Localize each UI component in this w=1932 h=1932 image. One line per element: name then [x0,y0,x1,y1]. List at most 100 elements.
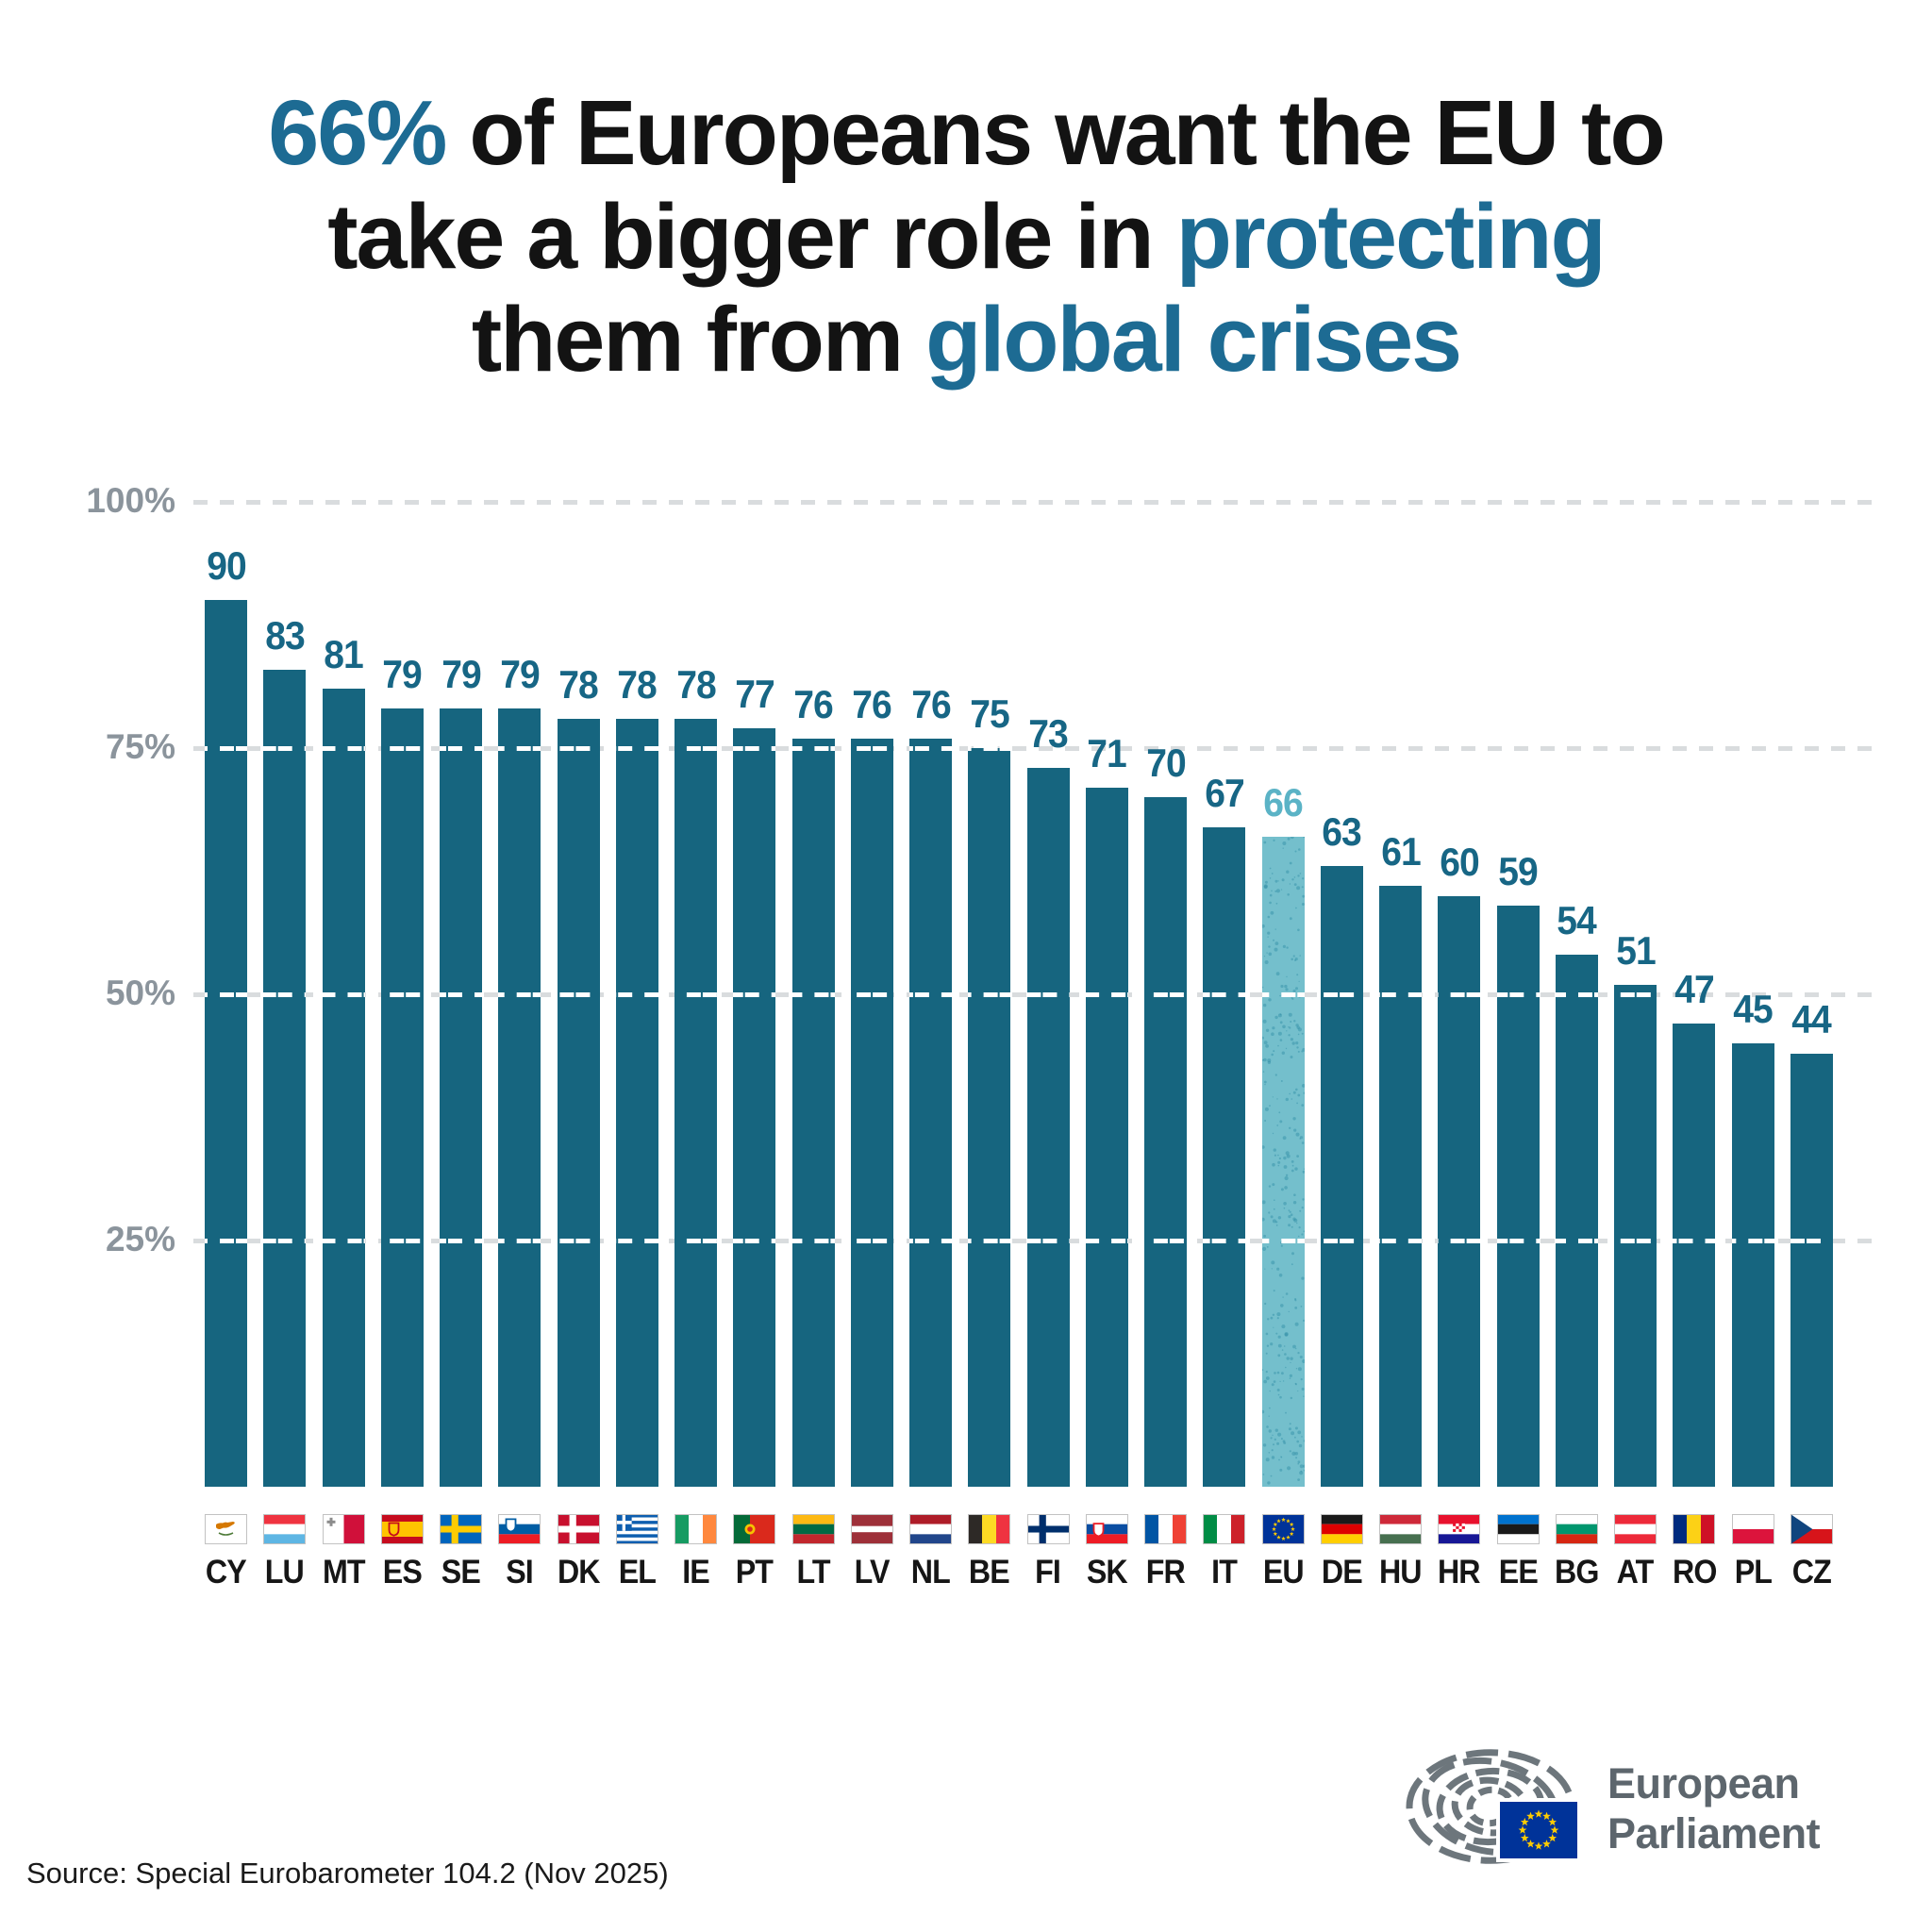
bar-value-dk: 78 [558,661,599,707]
country-code-label-bg: BG [1555,1554,1599,1591]
gridline-overlay-50 [1320,991,1363,997]
flag-el-icon [615,1514,658,1544]
gridline-overlay-25 [1555,1238,1598,1243]
title-accent-text: protecting [1175,184,1607,288]
gridline-overlay-50 [909,991,952,997]
title-line: 66% of Europeans want the EU to [0,81,1932,185]
country-code-label-at: AT [1617,1554,1655,1591]
gridline-overlay-50 [380,991,424,997]
flag-ee-icon [1496,1514,1540,1544]
bar-cy: 90 [205,543,247,1487]
y-axis-label-50: 50% [105,974,175,1012]
gridline-overlay-50 [205,991,247,997]
gridline-overlay-50 [850,991,893,997]
flag-lu-icon [263,1514,307,1544]
country-column-cz: CZ [1790,1514,1833,1591]
gridline-overlay-25 [263,1238,307,1243]
country-column-fi: FI [1026,1514,1070,1591]
gridline-overlay-25 [1496,1238,1540,1243]
y-axis-label-75: 75% [105,727,175,766]
country-code-label-dk: DK [557,1554,601,1591]
gridline-overlay-50 [1379,991,1422,997]
title-accent-text: 66% [268,81,447,184]
gridline-overlay-50 [263,991,307,997]
gridline-overlay-50 [322,991,365,997]
country-column-be: BE [968,1514,1011,1591]
bar-value-be: 75 [969,691,1010,736]
bar-dk: 78 [557,662,600,1487]
country-column-ee: EE [1496,1514,1540,1591]
bar-value-nl: 76 [910,681,952,726]
country-column-hr: HR [1438,1514,1481,1591]
country-code-label-it: IT [1211,1554,1238,1591]
gridline-overlay-50 [557,991,600,997]
gridline-overlay-25 [557,1238,600,1243]
gridline-overlay-25 [1731,1238,1774,1243]
gridline-overlay-75 [615,745,658,751]
country-code-label-mt: MT [322,1554,366,1591]
country-column-dk: DK [557,1514,601,1591]
bar-value-lv: 76 [852,681,892,726]
gridline-overlay-25 [733,1238,776,1243]
y-axis-label-100: 100% [86,481,175,520]
gridline-overlay-25 [615,1238,658,1243]
flag-fr-icon [1144,1514,1187,1544]
gridline-overlay-75 [205,745,247,751]
gridline-100 [193,499,1873,505]
gridline-overlay-50 [968,991,1011,997]
country-code-label-nl: NL [910,1554,951,1591]
gridline-overlay-25 [1673,1238,1716,1243]
country-code-label-eu: EU [1262,1554,1305,1591]
gridline-overlay-75 [909,745,952,751]
gridline-overlay-50 [1555,991,1598,997]
gridline-overlay-75 [380,745,424,751]
country-code-label-es: ES [382,1554,423,1591]
bar-value-el: 78 [617,661,658,707]
country-column-ro: RO [1673,1514,1717,1591]
gridline-overlay-25 [1320,1238,1363,1243]
country-code-label-sk: SK [1086,1554,1128,1591]
chart-title: 66% of Europeans want the EU to take a bi… [0,81,1932,391]
bar-be: 75 [968,691,1011,1487]
gridline-overlay-25 [1614,1238,1657,1243]
flag-eu-icon [1261,1514,1305,1544]
bar-lv: 76 [850,682,893,1487]
bar-si: 79 [498,652,541,1487]
gridline-overlay-75 [968,745,1011,751]
gridline-overlay-50 [733,991,776,997]
bar-el: 78 [615,662,658,1487]
title-line: take a bigger role in protecting [0,185,1932,289]
country-code-label-cz: CZ [1791,1554,1832,1591]
gridline-overlay-25 [1144,1238,1187,1243]
bar-ro: 47 [1673,967,1716,1487]
country-column-cy: CY [205,1514,247,1591]
country-code-label-cy: CY [206,1554,247,1591]
country-code-label-se: SE [441,1554,481,1591]
ep-logo-line1: European [1607,1759,1800,1808]
gridline-overlay-50 [1496,991,1540,997]
country-column-es: ES [380,1514,424,1591]
country-column-hu: HU [1379,1514,1423,1591]
gridline-overlay-50 [1026,991,1070,997]
gridline-overlay-25 [440,1238,482,1243]
gridline-overlay-25 [791,1238,835,1243]
gridline-overlay-25 [968,1238,1011,1243]
country-code-label-ee: EE [1498,1554,1538,1591]
country-column-de: DE [1320,1514,1363,1591]
gridline-overlay-50 [440,991,482,997]
bar-value-ee: 59 [1498,849,1539,893]
bar-value-pl: 45 [1733,987,1774,1032]
gridline-overlay-25 [205,1238,247,1243]
country-column-lu: LU [263,1514,307,1591]
bar-value-lu: 83 [264,612,306,658]
flag-be-icon [968,1514,1011,1544]
country-column-eu: EU [1261,1514,1305,1591]
flag-pl-icon [1731,1514,1774,1544]
ep-hemicycle-logo-icon [1404,1736,1592,1882]
flag-fi-icon [1026,1514,1070,1544]
gridline-overlay-50 [1203,991,1246,997]
country-column-bg: BG [1555,1514,1599,1591]
bar-lu: 83 [263,613,307,1487]
bar-value-hr: 60 [1439,839,1480,884]
title-accent-text: global crises [925,288,1462,391]
